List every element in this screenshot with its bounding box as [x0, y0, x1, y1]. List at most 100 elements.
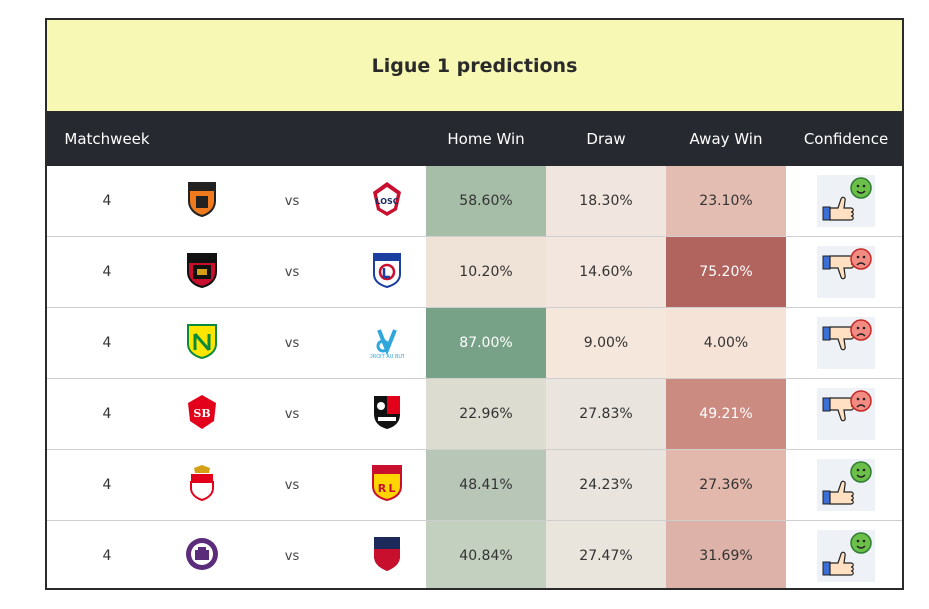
- away-win-cell: 75.20%: [666, 236, 786, 308]
- matchweek-value: 4: [102, 335, 112, 351]
- vs-label: vs: [284, 336, 300, 351]
- confidence-cell: [786, 449, 902, 521]
- home-win-cell: 10.20%: [426, 236, 546, 308]
- vs-cell: vs: [237, 449, 347, 521]
- away-win-cell: 31.69%: [666, 520, 786, 588]
- vs-label: vs: [284, 194, 300, 209]
- draw-cell: 27.83%: [546, 378, 666, 450]
- vs-label: vs: [284, 549, 300, 564]
- monaco-logo: [185, 464, 219, 506]
- away-win-value: 4.00%: [703, 335, 749, 351]
- home-win-cell: 40.84%: [426, 520, 546, 588]
- thumbs-up-smile-icon: [817, 530, 875, 582]
- confidence-cell: [786, 521, 902, 589]
- vs-cell: vs: [237, 521, 347, 589]
- table-row: 4 vs LOSC 58.60% 18.30% 23.10%: [47, 166, 902, 237]
- nice-logo: [185, 251, 219, 293]
- matchweek-cell: 4: [47, 449, 167, 521]
- vs-cell: vs: [237, 166, 347, 237]
- away-team-cell: LOSC: [347, 166, 426, 237]
- draw-cell: 24.23%: [546, 449, 666, 521]
- clermont-logo: [370, 535, 404, 577]
- table-row: 4 vs DROIT AU BUT 87.00% 9.00% 4.00%: [47, 307, 902, 379]
- away-win-cell: 27.36%: [666, 449, 786, 521]
- home-win-value: 87.00%: [459, 335, 513, 351]
- matchweek-cell: 4: [47, 521, 167, 589]
- confidence-cell: [786, 378, 902, 450]
- table-row: 4 vs 40.84% 27.47% 31.69%: [47, 520, 902, 589]
- matchweek-value: 4: [102, 264, 112, 280]
- matchweek-cell: 4: [47, 307, 167, 379]
- lorient-logo: [185, 180, 219, 222]
- lille-logo: LOSC: [370, 180, 404, 222]
- svg-text:L: L: [388, 482, 395, 495]
- header-home-win: Home Win: [426, 112, 546, 166]
- lyon-logo: [370, 251, 404, 293]
- header-vs: [237, 112, 347, 166]
- home-win-value: 40.84%: [459, 548, 513, 564]
- header-draw: Draw: [546, 112, 666, 166]
- away-win-value: 23.10%: [699, 193, 753, 209]
- thumbs-down-sad-icon: [817, 388, 875, 440]
- away-team-cell: [347, 378, 426, 450]
- matchweek-cell: 4: [47, 236, 167, 308]
- home-team-cell: SB: [167, 378, 237, 450]
- marseille-logo: DROIT AU BUT: [368, 322, 406, 364]
- home-team-cell: [167, 521, 237, 589]
- draw-value: 14.60%: [579, 264, 633, 280]
- brest-logo: SB: [185, 393, 219, 435]
- thumbs-down-sad-icon: [817, 246, 875, 298]
- home-team-cell: [167, 166, 237, 237]
- home-team-cell: [167, 449, 237, 521]
- svg-text:DROIT AU BUT: DROIT AU BUT: [370, 354, 404, 360]
- draw-cell: 27.47%: [546, 520, 666, 588]
- away-win-cell: 23.10%: [666, 166, 786, 237]
- thumbs-down-sad-icon: [817, 317, 875, 369]
- home-team-cell: [167, 236, 237, 308]
- draw-value: 9.00%: [583, 335, 629, 351]
- vs-cell: vs: [237, 236, 347, 308]
- home-win-cell: 87.00%: [426, 307, 546, 379]
- home-team-cell: [167, 307, 237, 379]
- away-win-cell: 4.00%: [666, 307, 786, 379]
- away-win-cell: 49.21%: [666, 378, 786, 450]
- header-row: Matchweek Home Win Draw Away Win Confide…: [47, 112, 902, 166]
- draw-value: 18.30%: [579, 193, 633, 209]
- header-matchweek: Matchweek: [47, 112, 167, 166]
- header-confidence: Confidence: [786, 112, 902, 166]
- svg-text:LOSC: LOSC: [375, 197, 398, 206]
- home-win-value: 10.20%: [459, 264, 513, 280]
- away-team-cell: [347, 521, 426, 589]
- home-win-value: 48.41%: [459, 477, 513, 493]
- draw-value: 27.83%: [579, 406, 633, 422]
- home-win-value: 22.96%: [459, 406, 513, 422]
- predictions-table: Matchweek Home Win Draw Away Win Confide…: [47, 112, 902, 589]
- thumbs-up-smile-icon: [817, 459, 875, 511]
- title-bar: Ligue 1 predictions: [47, 20, 902, 112]
- rennes-logo: [370, 393, 404, 435]
- away-win-value: 75.20%: [699, 264, 753, 280]
- home-win-cell: 58.60%: [426, 166, 546, 237]
- home-win-cell: 48.41%: [426, 449, 546, 521]
- vs-cell: vs: [237, 307, 347, 379]
- thumbs-up-smile-icon: [817, 175, 875, 227]
- matchweek-value: 4: [102, 548, 112, 564]
- matchweek-cell: 4: [47, 166, 167, 237]
- draw-cell: 14.60%: [546, 236, 666, 308]
- table-row: 4 SB vs 22.96% 27.83% 49.21%: [47, 378, 902, 450]
- table-body: 4 vs LOSC 58.60% 18.30% 23.10% 4 vs 10.2…: [47, 166, 902, 589]
- away-win-value: 27.36%: [699, 477, 753, 493]
- draw-cell: 9.00%: [546, 307, 666, 379]
- svg-text:SB: SB: [193, 407, 210, 420]
- predictions-table-frame: Ligue 1 predictions Matchweek Home Win D…: [45, 18, 904, 590]
- matchweek-value: 4: [102, 406, 112, 422]
- matchweek-value: 4: [102, 477, 112, 493]
- matchweek-value: 4: [102, 193, 112, 209]
- toulouse-logo: [185, 535, 219, 577]
- home-win-cell: 22.96%: [426, 378, 546, 450]
- header-home-team: [167, 112, 237, 166]
- vs-label: vs: [284, 407, 300, 422]
